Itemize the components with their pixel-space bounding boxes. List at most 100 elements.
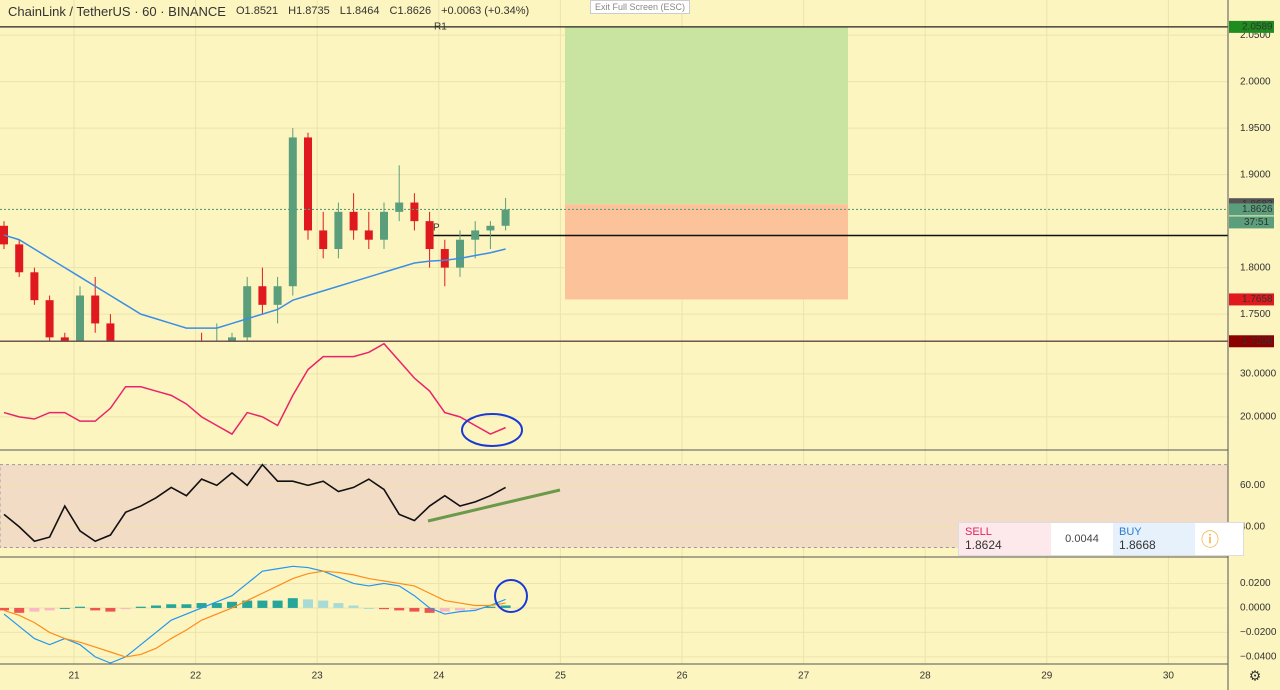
histogram-bar	[303, 599, 313, 608]
position-profit	[565, 26, 848, 205]
candle-body	[410, 202, 419, 222]
x-tick-label: 29	[1041, 671, 1053, 682]
y-tick-label: −0.0200	[1240, 627, 1277, 638]
price-tag	[1229, 20, 1274, 33]
y-tick-label: 1.9500	[1240, 123, 1271, 134]
histogram-bar	[75, 606, 85, 608]
candle-body	[243, 286, 252, 338]
x-tick-label: 30	[1163, 671, 1175, 682]
candle-body	[288, 137, 297, 287]
settings-button[interactable]: ⚙	[1249, 668, 1262, 684]
ohlc: H1.8735	[288, 5, 330, 17]
candle-body	[425, 221, 434, 250]
candle-body	[395, 202, 404, 212]
histogram-bar	[105, 607, 116, 612]
price-tag-label: 1.7208	[1242, 336, 1273, 347]
histogram-bar	[379, 607, 389, 610]
histogram-bar	[272, 600, 283, 608]
position-loss	[565, 204, 848, 300]
trade-widget: SELL 1.8624 0.0044 BUY 1.8668 ⓘ	[958, 522, 1244, 556]
spread: 0.0044	[1065, 533, 1099, 545]
exit-fullscreen[interactable]: Exit Full Screen (ESC)	[590, 0, 691, 14]
candle-body	[273, 286, 282, 305]
pivot-label: R1	[434, 22, 447, 33]
candle-body	[501, 209, 510, 226]
price-tag	[1229, 335, 1274, 348]
candle-body	[106, 323, 115, 341]
candle-body	[76, 295, 84, 341]
histogram-bar	[120, 607, 131, 610]
candle-body	[45, 300, 54, 338]
countdown-bg	[1229, 216, 1274, 229]
x-tick-label: 27	[798, 671, 810, 682]
histogram-bar	[166, 604, 177, 608]
candle-body	[380, 211, 388, 240]
annotation-circle	[461, 413, 523, 447]
histogram-bar	[500, 605, 511, 608]
moving-average	[3, 234, 506, 329]
histogram-bar	[59, 607, 70, 609]
ohlc: O1.8521	[235, 5, 279, 17]
candle-body	[91, 295, 100, 324]
indicator-line	[3, 463, 506, 543]
histogram-bar	[151, 605, 161, 608]
ohlc: C1.8626	[389, 5, 432, 17]
histogram-bar	[470, 607, 481, 610]
info-button[interactable]: ⓘ	[1201, 530, 1219, 550]
candle-body	[486, 225, 495, 231]
histogram-bar	[14, 607, 25, 613]
histogram-bar	[363, 607, 374, 609]
annotation-circle	[494, 579, 528, 613]
candle-body	[471, 230, 480, 240]
histogram-bar	[196, 603, 207, 608]
candle-body	[456, 239, 464, 268]
countdown: 37:51	[1244, 217, 1269, 228]
sell-button[interactable]: SELL 1.8624	[959, 523, 1051, 555]
histogram-bar	[181, 604, 192, 608]
layers	[0, 0, 1229, 664]
x-tick-label: 23	[312, 671, 324, 682]
change: +0.0063 (+0.34%)	[441, 5, 530, 17]
histogram-bar	[333, 603, 344, 608]
y-tick-label: 20.0000	[1240, 412, 1277, 423]
buy-price: 1.8668	[1119, 538, 1156, 552]
price-tag-label: 2.0589	[1242, 22, 1273, 33]
histogram-bar	[424, 607, 435, 613]
y-tick-label: 60.00	[1240, 480, 1265, 491]
indicator-line	[3, 342, 506, 436]
histogram-bar	[211, 603, 222, 608]
indicator-line	[3, 570, 506, 658]
indicator-line	[3, 565, 506, 664]
price-tag	[1229, 293, 1274, 306]
candle-body	[319, 230, 328, 250]
histogram-bar	[318, 600, 329, 608]
candle-body	[30, 272, 39, 301]
y-tick-label: 0.0000	[1240, 603, 1271, 614]
histogram-bar	[439, 607, 450, 612]
trend-line	[427, 488, 561, 523]
price-layer	[0, 26, 1228, 341]
candle-body	[304, 137, 312, 231]
x-tick-label: 25	[555, 671, 567, 682]
histogram-bar	[0, 607, 9, 611]
buy-label: BUY	[1119, 526, 1142, 538]
price-tag-label: 1.8626	[1242, 204, 1273, 215]
candle-body	[349, 211, 358, 231]
histogram-bar	[29, 607, 40, 612]
header: ChainLink / TetherUS · 60 · BINANCE O1.8…	[0, 0, 529, 22]
candle-body	[440, 249, 449, 268]
symbol[interactable]: ChainLink / TetherUS · 60 · BINANCE	[8, 3, 226, 19]
histogram-bar	[227, 601, 237, 608]
histogram-bar	[135, 606, 146, 608]
candle-body	[258, 286, 267, 305]
ohlc: L1.8464	[339, 5, 380, 17]
buy-button[interactable]: BUY 1.8668	[1113, 523, 1195, 555]
sell-label: SELL	[965, 526, 992, 538]
y-tick-label: 40.00	[1240, 521, 1265, 532]
histogram-bar	[348, 605, 359, 608]
candle-body	[15, 244, 24, 273]
pivot-label: P	[433, 223, 440, 234]
y-tick-label: 1.8000	[1240, 262, 1271, 273]
